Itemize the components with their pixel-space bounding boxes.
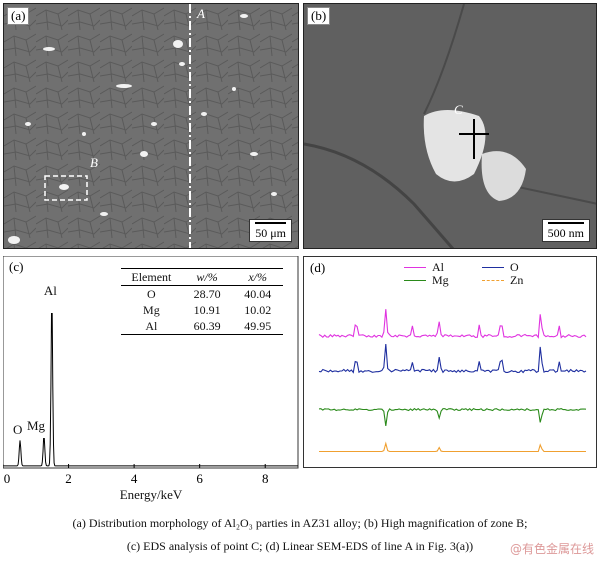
legend-swatch [404, 280, 426, 281]
panel-a-scale-bar: 50 μm [249, 219, 292, 242]
legend-swatch [404, 267, 426, 268]
legend-label: Al [432, 260, 444, 274]
legend-label: O [510, 260, 519, 274]
panel-d-linescan: (d) Al O Mg Zn [303, 256, 597, 468]
eds-peak-label-mg: Mg [26, 418, 46, 434]
eds-x-tick-label: 4 [131, 471, 138, 486]
linescan-series-zn [319, 441, 586, 453]
panel-b-scale-bar: 500 nm [541, 219, 590, 242]
particle-c [423, 110, 486, 182]
watermark-text: @有色金属在线 [509, 542, 594, 556]
line-a-label: A [197, 6, 205, 21]
sem-a-texture [4, 4, 298, 248]
eds-spectrum-line [3, 313, 298, 467]
zone-b-label: B [90, 155, 98, 170]
eds-cell: 49.95 [244, 319, 272, 333]
panel-d-tag: (d) [310, 260, 326, 275]
linescan-series-mg [318, 407, 587, 426]
eds-table-row: O 28.70 40.04 [121, 286, 283, 302]
eds-x-tick-label: 6 [196, 471, 203, 486]
legend-label: Zn [510, 273, 524, 287]
eds-spectrum-plot: 0 2 4 6 8 [3, 256, 299, 486]
eds-cell: 28.70 [193, 287, 221, 301]
eds-x-axis-label: Energy/keV [119, 487, 183, 502]
eds-composition-table: Element w/% x/% O 28.70 40.04 Mg 10.91 1… [121, 268, 283, 335]
figure-caption-line-1: (a) Distribution morphology of Al₂O₃ par… [72, 516, 528, 530]
eds-cell: 40.04 [244, 287, 272, 301]
eds-table-header: Element w/% x/% [121, 268, 283, 286]
eds-header-element: Element [131, 270, 172, 284]
eds-cell: 10.02 [244, 303, 272, 317]
eds-x-tick-label: 0 [4, 471, 11, 486]
eds-x-tick-label: 8 [262, 471, 269, 486]
particle-cluster [8, 14, 277, 244]
panel-c-tag: (c) [9, 259, 24, 274]
eds-header-w: w/% [196, 270, 218, 284]
legend-item-o: O [482, 260, 519, 275]
panel-b-sem-image: (b) C 500 nm [303, 3, 597, 249]
panel-b-tag: (b) [307, 7, 331, 25]
legend-item-al: Al [404, 260, 444, 275]
eds-cell: Mg [143, 303, 160, 317]
legend-item-mg: Mg [404, 273, 449, 288]
legend-label: Mg [432, 273, 449, 287]
eds-x-tick-label: 2 [65, 471, 72, 486]
eds-cell: 10.91 [193, 303, 221, 317]
linescan-series-al [318, 309, 587, 339]
eds-table-row: Mg 10.91 10.02 [121, 302, 283, 318]
sem-b-texture [304, 4, 596, 248]
eds-cell: Al [145, 319, 158, 333]
particle-c-secondary [481, 151, 526, 201]
linescan-series-o [318, 344, 587, 374]
eds-peak-label-al: Al [43, 282, 57, 298]
figure-caption-line-2: (c) EDS analysis of point C; (d) Linear … [126, 539, 474, 553]
eds-cell: 60.39 [193, 319, 221, 333]
eds-cell: O [147, 287, 156, 301]
eds-table-row: Al 60.39 49.95 [121, 318, 283, 335]
legend-swatch [482, 267, 504, 268]
linescan-plot [318, 309, 587, 453]
eds-header-x: x/% [248, 270, 268, 284]
zone-b-box [44, 175, 88, 201]
panel-a-tag: (a) [7, 7, 30, 25]
legend-swatch [482, 280, 504, 281]
panel-a-sem-image: (a) A B 50 μm [3, 3, 299, 249]
eds-peak-label-o: O [13, 422, 23, 438]
point-c-label: C [454, 102, 463, 117]
legend-item-zn: Zn [482, 273, 523, 288]
